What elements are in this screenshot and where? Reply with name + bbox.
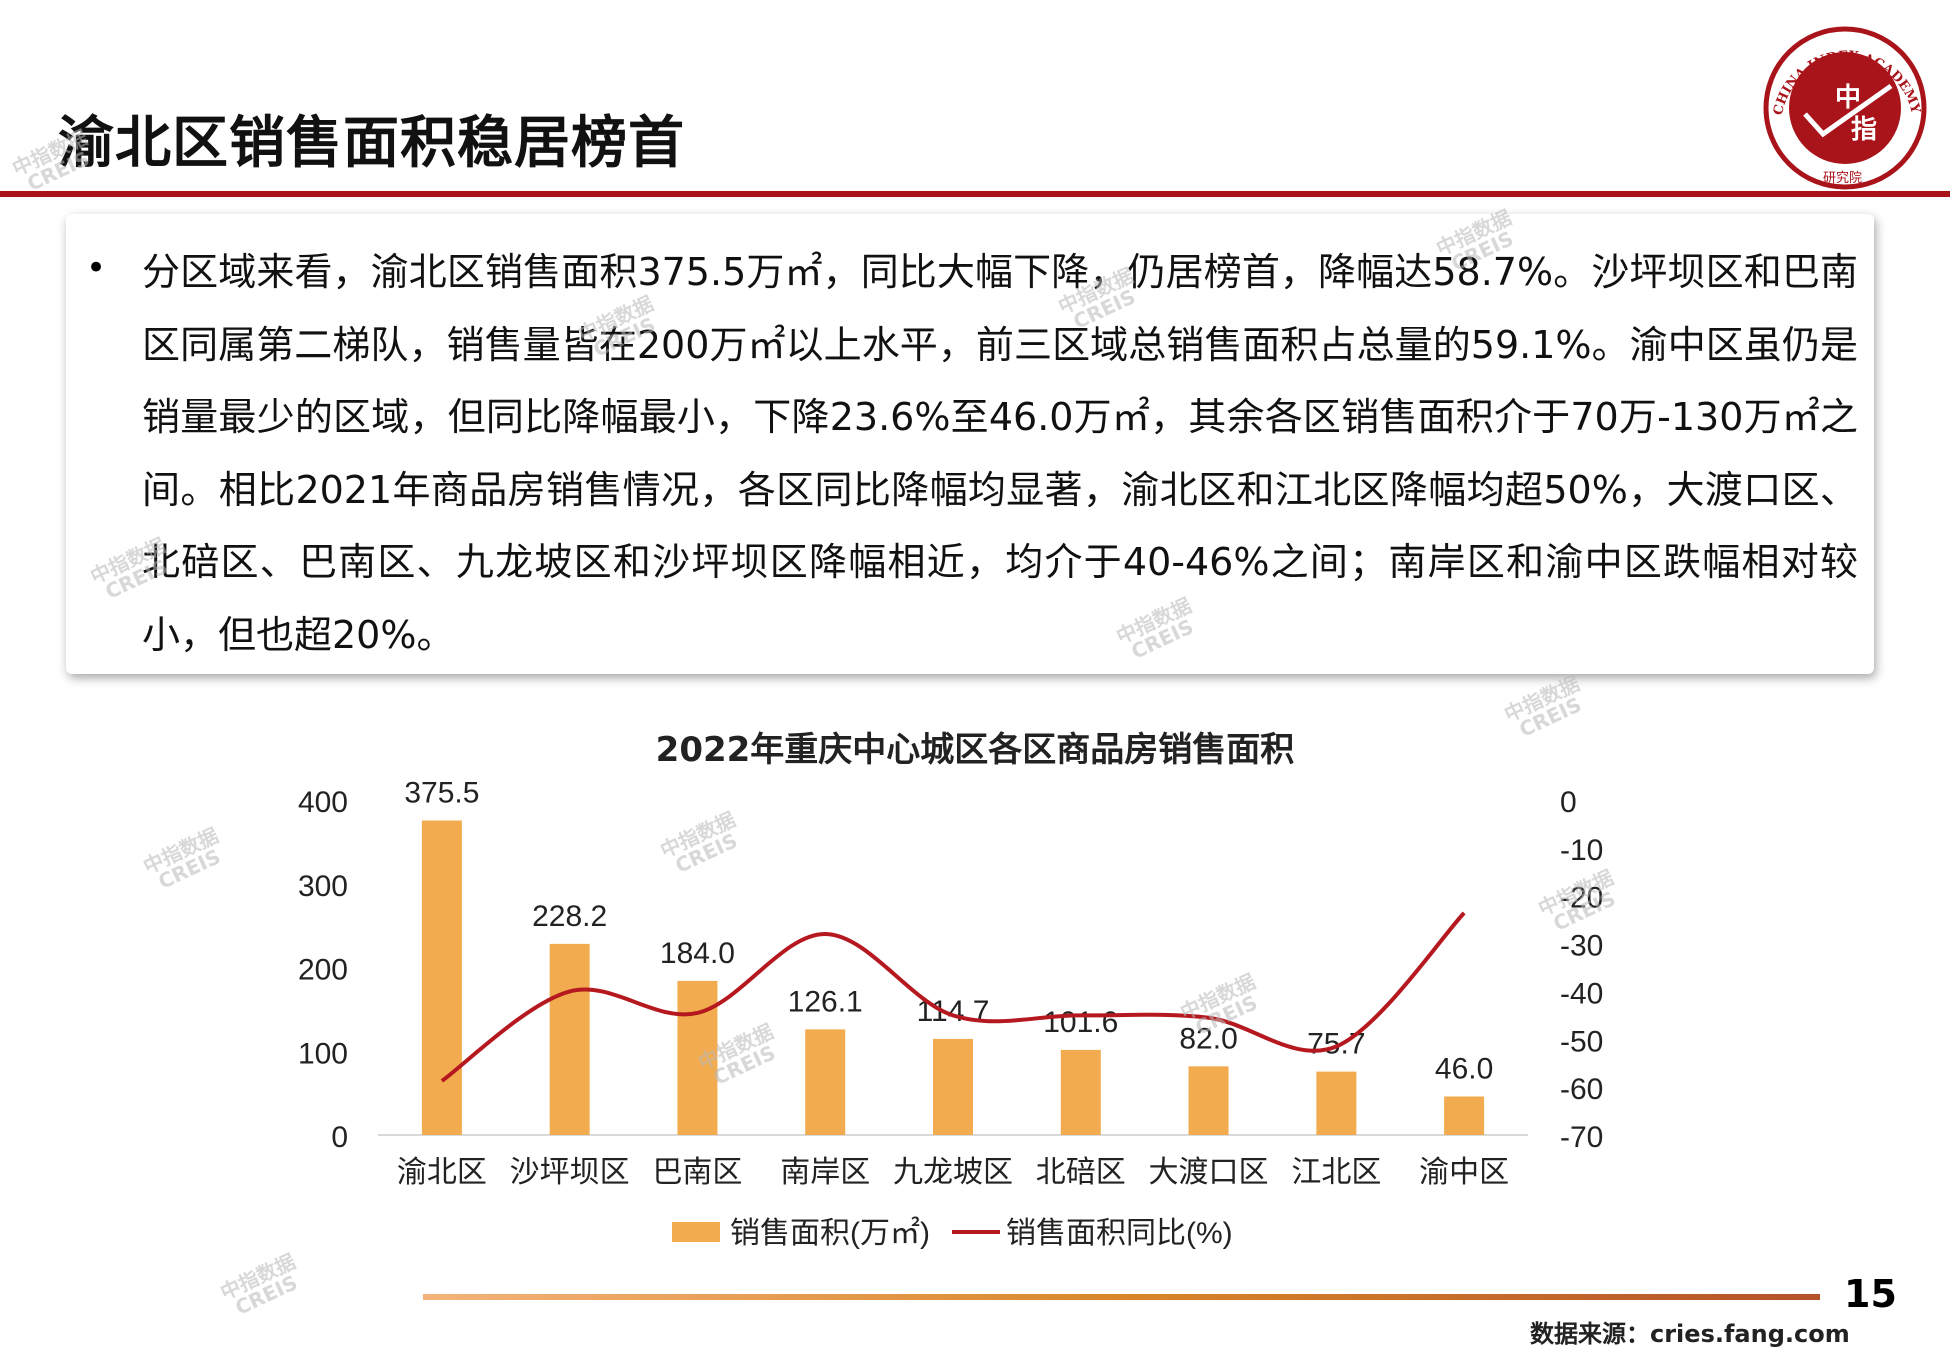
bar (1060, 1049, 1101, 1135)
bar (933, 1038, 973, 1135)
bar-value-label: 184.0 (660, 937, 735, 970)
bar-value-label: 46.0 (1435, 1052, 1493, 1085)
bar-value-label: 375.5 (404, 777, 479, 810)
y-right-tick-label: -60 (1560, 1073, 1603, 1106)
summary-box (66, 214, 1874, 674)
bar (1316, 1071, 1357, 1135)
logo-char-zhong: 中 (1835, 83, 1861, 113)
watermark: 中指数据 CREIS (8, 125, 94, 196)
footer-divider (423, 1294, 1820, 1300)
title-divider (0, 191, 1950, 197)
x-tick-label: 北碚区 (1036, 1156, 1126, 1189)
x-tick-label: 巴南区 (652, 1156, 742, 1189)
y-right-tick-label: -30 (1560, 930, 1603, 963)
yoy-series-line (440, 911, 1466, 1083)
china-index-academy-logo: 中 指 CHINA INDEX ACADEMY 研究院 (1763, 26, 1927, 190)
bar-value-label: 126.1 (788, 985, 863, 1018)
bar (1444, 1096, 1485, 1135)
bar-value-label: 228.2 (532, 900, 607, 933)
y-left-tick-label: 400 (298, 786, 348, 819)
sales-area-chart: 0 100 200 300 400 0 -10 -20 -30 -40 -50 -60 -70 375.5… (298, 777, 1603, 1250)
chart-title: 2022年重庆中心城区各区商品房销售面积 (655, 730, 1295, 770)
bar-value-label: 82.0 (1179, 1022, 1237, 1055)
data-source: 数据来源：cries.fang.com (1530, 1320, 1850, 1348)
x-tick-label: 江北区 (1291, 1156, 1381, 1189)
bar (421, 820, 462, 1135)
y-right-tick-label: -10 (1560, 834, 1603, 867)
logo-bottom-text: 研究院 (1823, 171, 1862, 186)
y-left-tick-label: 200 (298, 954, 348, 987)
legend-label-line: 销售面积同比(%) (1006, 1217, 1233, 1250)
x-tick-label: 渝北区 (397, 1156, 487, 1189)
y-left-tick-label: 300 (298, 870, 348, 903)
y-right-tick-label: -50 (1560, 1025, 1603, 1058)
legend-swatch-bar (672, 1222, 720, 1242)
x-tick-label: 渝中区 (1419, 1156, 1509, 1189)
y-right-tick-label: -70 (1560, 1121, 1603, 1154)
y-left-tick-label: 0 (331, 1121, 348, 1154)
y-right-tick-label: -40 (1560, 977, 1603, 1010)
y-right-tick-label: 0 (1560, 786, 1577, 819)
bar-value-label: 101.6 (1043, 1006, 1118, 1039)
bar (1188, 1066, 1229, 1135)
legend-label-bar: 销售面积(万㎡) (730, 1217, 930, 1250)
x-tick-label: 大渡口区 (1149, 1156, 1269, 1189)
page-number: 15 (1844, 1272, 1897, 1316)
y-left-tick-label: 100 (298, 1037, 348, 1070)
logo-char-zhi: 指 (1851, 115, 1877, 145)
page-title: 渝北区销售面积稳居榜首 (58, 111, 685, 176)
bar (549, 943, 590, 1135)
x-tick-label: 沙坪坝区 (510, 1156, 630, 1189)
bullet-marker: • (86, 248, 107, 288)
summary-paragraph: 分区域来看，渝北区销售面积375.5万㎡，同比大幅下降，仍居榜首，降幅达58.7… (142, 250, 1858, 657)
bar (805, 1029, 846, 1135)
x-tick-label: 九龙坡区 (893, 1156, 1013, 1189)
x-tick-label: 南岸区 (780, 1156, 870, 1189)
y-right-tick-label: -20 (1560, 882, 1603, 915)
